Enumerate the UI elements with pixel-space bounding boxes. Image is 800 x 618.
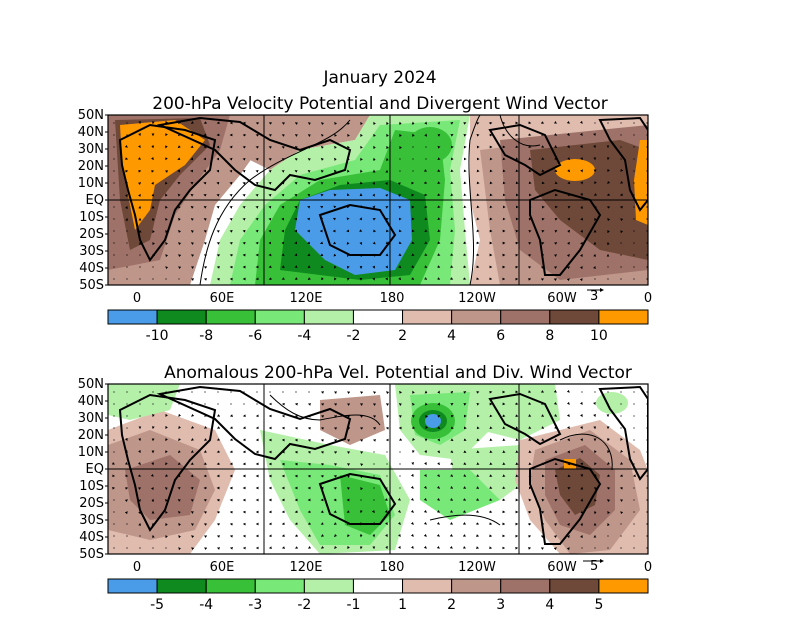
top-lon-label: 0: [133, 291, 141, 306]
bottom-lat-label: 50N: [78, 377, 104, 392]
top-lon-label: 0: [644, 291, 652, 306]
top-panel-title: 200-hPa Velocity Potential and Divergent…: [152, 94, 608, 114]
bottom-colorbar-label: -2: [297, 597, 311, 613]
bottom-lat-label: 20S: [79, 496, 104, 511]
top-colorbar-label: -2: [346, 328, 360, 344]
bottom-lon-label: 0: [644, 560, 652, 575]
bottom-lat-label: EQ: [86, 462, 104, 477]
top-colorbar-label: 2: [398, 328, 407, 344]
bottom-lat-label: 10S: [79, 479, 104, 494]
bottom-lat-label: 20N: [78, 428, 104, 443]
bottom-lat-label: 40S: [79, 530, 104, 545]
top-colorbar-swatch: [303, 309, 354, 325]
top-lat-label: 50N: [78, 108, 104, 123]
top-lat-label: 10S: [79, 210, 104, 225]
top-lat-label: 40S: [79, 261, 104, 276]
top-wind-vectors: [113, 120, 648, 282]
bottom-colorbar-label: 5: [594, 597, 603, 613]
top-colorbar-label: 8: [545, 328, 554, 344]
top-coastlines: [118, 116, 648, 276]
bottom-lon-label: 120W: [458, 560, 496, 575]
bottom-lon-label: 120E: [289, 560, 322, 575]
top-colorbar-swatch: [549, 309, 600, 325]
bottom-colorbar-swatch: [156, 578, 207, 594]
bottom-colorbar: -5 -4 -3 -2 -1 1 2 3 4 5: [107, 578, 649, 613]
top-lat-label: EQ: [86, 193, 104, 208]
top-lon-label: 60E: [210, 291, 235, 306]
month-title: January 2024: [323, 68, 437, 88]
top-lat-label: 40N: [78, 125, 104, 140]
bottom-colorbar-swatch: [107, 578, 158, 594]
top-colorbar-swatch: [254, 309, 305, 325]
bottom-lat-label: 10N: [78, 445, 104, 460]
top-colorbar-label: -8: [199, 328, 213, 344]
bottom-colorbar-swatch: [205, 578, 256, 594]
top-colorbar-swatch: [598, 309, 649, 325]
top-colorbar-label: 4: [447, 328, 456, 344]
top-colorbar-label: -4: [297, 328, 311, 344]
top-colorbar-swatch: [107, 309, 158, 325]
bottom-lon-label: 180: [380, 560, 405, 575]
top-axis-labels: 50N 40N 30N 20N 10N EQ 10S 20S 30S 40S 50S 0 60E 120E…: [78, 108, 652, 306]
bottom-axis-labels: 50N 40N 30N 20N 10N EQ 10S 20S 30S 40S 50S 0 60E 120E…: [78, 377, 652, 575]
top-colorbar-swatch: [352, 309, 404, 325]
bottom-colorbar-label: 4: [545, 597, 554, 613]
bottom-colorbar-label: 3: [496, 597, 505, 613]
top-colorbar-label: -6: [248, 328, 262, 344]
top-colorbar: -10 -8 -6 -4 -2 2 4 6 8 10: [107, 309, 649, 344]
bottom-colorbar-swatch: [598, 578, 649, 594]
top-frame: [107, 114, 649, 286]
bottom-coastlines: [118, 385, 648, 545]
bottom-lat-label: 40N: [78, 394, 104, 409]
bottom-vector-scale-label: 5: [590, 559, 598, 574]
top-colorbar-swatch: [402, 309, 453, 325]
bottom-colorbar-label: -5: [150, 597, 164, 613]
top-lat-label: 20S: [79, 227, 104, 242]
bottom-colorbar-swatch: [451, 578, 502, 594]
top-colorbar-swatch: [451, 309, 502, 325]
top-colorbar-label: 6: [496, 328, 505, 344]
top-colorbar-swatch: [205, 309, 256, 325]
bottom-colorbar-label: -1: [346, 597, 360, 613]
top-lat-label: 20N: [78, 159, 104, 174]
bottom-lat-label: 30N: [78, 411, 104, 426]
top-colorbar-label: -10: [146, 328, 169, 344]
top-vector-scale-label: 3: [590, 289, 598, 304]
bottom-colorbar-swatch: [549, 578, 600, 594]
top-lat-label: 30N: [78, 142, 104, 157]
bottom-colorbar-swatch: [500, 578, 551, 594]
top-lon-label: 180: [380, 291, 405, 306]
bottom-lon-label: 0: [133, 560, 141, 575]
top-lon-label: 120W: [458, 291, 496, 306]
bottom-lon-label: 60W: [547, 560, 577, 575]
bottom-panel-title: Anomalous 200-hPa Vel. Potential and Div…: [164, 363, 632, 383]
bottom-colorbar-label: 1: [398, 597, 407, 613]
bottom-lat-label: 30S: [79, 513, 104, 528]
top-colorbar-label: 10: [590, 328, 608, 344]
bottom-contours: [269, 394, 613, 526]
top-lon-label: 120E: [289, 291, 322, 306]
bottom-colorbar-swatch: [402, 578, 453, 594]
bottom-colorbar-label: -3: [248, 597, 262, 613]
bottom-lat-label: 50S: [79, 547, 104, 562]
bottom-wind-vectors: [111, 389, 648, 551]
top-lat-label: 10N: [78, 176, 104, 191]
top-lat-label: 50S: [79, 278, 104, 293]
bottom-colorbar-swatch: [254, 578, 305, 594]
bottom-colorbar-swatch: [352, 578, 404, 594]
bottom-colorbar-swatch: [303, 578, 354, 594]
top-lon-label: 60W: [547, 291, 577, 306]
top-lat-label: 30S: [79, 244, 104, 259]
top-colorbar-swatch: [156, 309, 207, 325]
bottom-lon-label: 60E: [210, 560, 235, 575]
top-colorbar-swatch: [500, 309, 551, 325]
bottom-colorbar-label: 2: [447, 597, 456, 613]
bottom-colorbar-label: -4: [199, 597, 213, 613]
